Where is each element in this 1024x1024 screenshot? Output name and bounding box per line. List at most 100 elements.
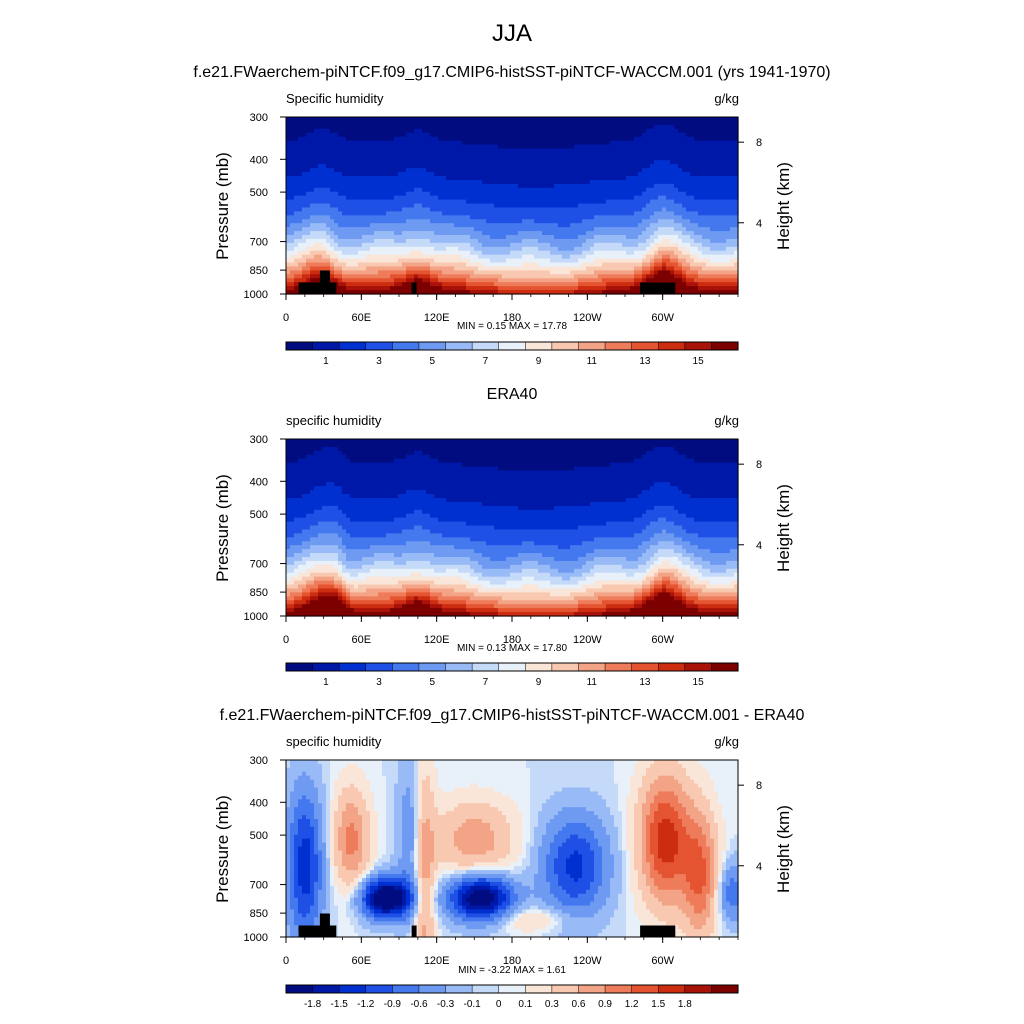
colorbar-2-box xyxy=(445,662,473,672)
pressure-tick-label: 500 xyxy=(250,830,268,842)
colorbar-2-box xyxy=(604,662,633,672)
colorbar-1-box xyxy=(365,341,393,351)
panel-3-title: f.e21.FWaerchem-piNTCF.f09_g17.CMIP6-his… xyxy=(219,707,805,724)
colorbar-label: -0.9 xyxy=(384,999,402,1010)
colorbar-3-box xyxy=(418,984,447,994)
colorbar-2-box xyxy=(631,662,659,672)
colorbar-label: 13 xyxy=(639,677,651,688)
pressure-tick-label: 500 xyxy=(250,509,268,521)
x-tick-label: 60W xyxy=(651,312,674,324)
colorbar-3-box xyxy=(498,984,526,994)
colorbar-1-box xyxy=(418,341,447,351)
colorbar-label: 5 xyxy=(429,356,435,367)
colorbar-2-box xyxy=(338,662,367,672)
x-tick-label: 120E xyxy=(424,634,450,646)
x-tick-label: 60W xyxy=(651,634,674,646)
colorbar-label: 1.8 xyxy=(678,999,692,1010)
pressure-tick-label: 500 xyxy=(250,187,268,199)
colorbar-label: 1.2 xyxy=(625,999,639,1010)
colorbar-3-box xyxy=(445,984,473,994)
panel-2-left-label: specific humidity xyxy=(286,413,382,428)
colorbar-label: -1.5 xyxy=(331,999,349,1010)
x-tick-label: 180 xyxy=(503,955,521,967)
colorbar-label: 15 xyxy=(693,356,705,367)
colorbar-3-box xyxy=(657,984,686,994)
panel-1-field xyxy=(286,117,739,295)
colorbar-3-box xyxy=(365,984,393,994)
pressure-tick-label: 700 xyxy=(250,237,268,249)
x-tick-label: 0 xyxy=(283,312,289,324)
colorbar-2-box xyxy=(418,662,447,672)
panel-1-topography-mask xyxy=(319,270,330,294)
colorbar-2-box xyxy=(551,662,580,672)
colorbar-2-box xyxy=(657,662,686,672)
x-tick-label: 60E xyxy=(352,634,372,646)
colorbar-label: 0.6 xyxy=(572,999,586,1010)
pressure-tick-label: 400 xyxy=(250,154,268,166)
colorbar-label: 1 xyxy=(323,677,329,688)
panel-3-topography-mask xyxy=(411,925,417,937)
colorbar-1-box xyxy=(684,341,712,351)
colorbar-label: -0.6 xyxy=(410,999,428,1010)
colorbar-label: 13 xyxy=(639,356,651,367)
panel-1-topography-mask xyxy=(640,282,676,294)
height-tick-label: 4 xyxy=(756,540,762,552)
colorbar-1-box xyxy=(604,341,633,351)
main-title: JJA xyxy=(491,20,532,47)
colorbar-2-box xyxy=(578,662,606,672)
colorbar-3-box xyxy=(631,984,659,994)
panel-3-topography-mask xyxy=(298,925,337,937)
colorbar-2-box xyxy=(365,662,393,672)
x-tick-label: 0 xyxy=(283,955,289,967)
x-tick-label: 60E xyxy=(352,955,372,967)
colorbar-2-box xyxy=(711,662,739,672)
panel-3-left-label: specific humidity xyxy=(286,734,382,749)
colorbar-3-box xyxy=(551,984,580,994)
colorbar-1-box xyxy=(392,341,420,351)
panel-1-topography-mask xyxy=(411,282,417,294)
x-tick-label: 120W xyxy=(573,312,602,324)
x-tick-label: 60W xyxy=(651,955,674,967)
colorbar-label: 11 xyxy=(587,677,598,688)
colorbar-1-box xyxy=(338,341,367,351)
pressure-tick-label: 300 xyxy=(250,755,268,767)
panel-2-title: ERA40 xyxy=(486,386,538,403)
colorbar-2-box xyxy=(525,662,553,672)
panel-3-units: g/kg xyxy=(714,734,739,749)
x-tick-label: 180 xyxy=(503,634,521,646)
colorbar-2-box xyxy=(498,662,526,672)
colorbar-3-frame xyxy=(285,984,739,994)
height-tick-label: 8 xyxy=(756,137,762,149)
panel-3-minmax: MIN = -3.22 MAX = 1.61 xyxy=(458,965,566,976)
height-tick-label: 4 xyxy=(756,861,762,873)
colorbar-2-box xyxy=(285,662,314,672)
panel-1-title: f.e21.FWaerchem-piNTCF.f09_g17.CMIP6-his… xyxy=(193,64,831,81)
colorbar-label: 5 xyxy=(429,677,435,688)
x-tick-label: 120W xyxy=(573,634,602,646)
colorbar-label: 3 xyxy=(376,356,382,367)
pressure-tick-label: 700 xyxy=(250,880,268,892)
colorbar-2-box xyxy=(312,662,340,672)
panel-1-topography-mask xyxy=(298,282,337,294)
colorbar-2-box xyxy=(392,662,420,672)
colorbar-2-box xyxy=(471,662,500,672)
colorbar-label: 1.5 xyxy=(651,999,665,1010)
panel-2-minmax: MIN = 0.13 MAX = 17.80 xyxy=(456,643,568,654)
x-tick-label: 60E xyxy=(352,312,372,324)
colorbar-label: 0 xyxy=(496,999,502,1010)
colorbar-label: 7 xyxy=(483,677,489,688)
x-tick-label: 120E xyxy=(424,955,450,967)
colorbar-1-box xyxy=(445,341,473,351)
colorbar-label: 9 xyxy=(536,356,542,367)
colorbar-1-box xyxy=(498,341,526,351)
colorbar-3-box xyxy=(711,984,739,994)
colorbar-label: 7 xyxy=(483,356,489,367)
colorbar-label: 0.3 xyxy=(545,999,559,1010)
pressure-tick-label: 300 xyxy=(250,112,268,124)
colorbar-label: -0.1 xyxy=(464,999,482,1010)
pressure-tick-label: 1000 xyxy=(244,932,268,944)
x-tick-label: 0 xyxy=(283,634,289,646)
colorbar-label: -0.3 xyxy=(437,999,455,1010)
height-tick-label: 8 xyxy=(756,780,762,792)
